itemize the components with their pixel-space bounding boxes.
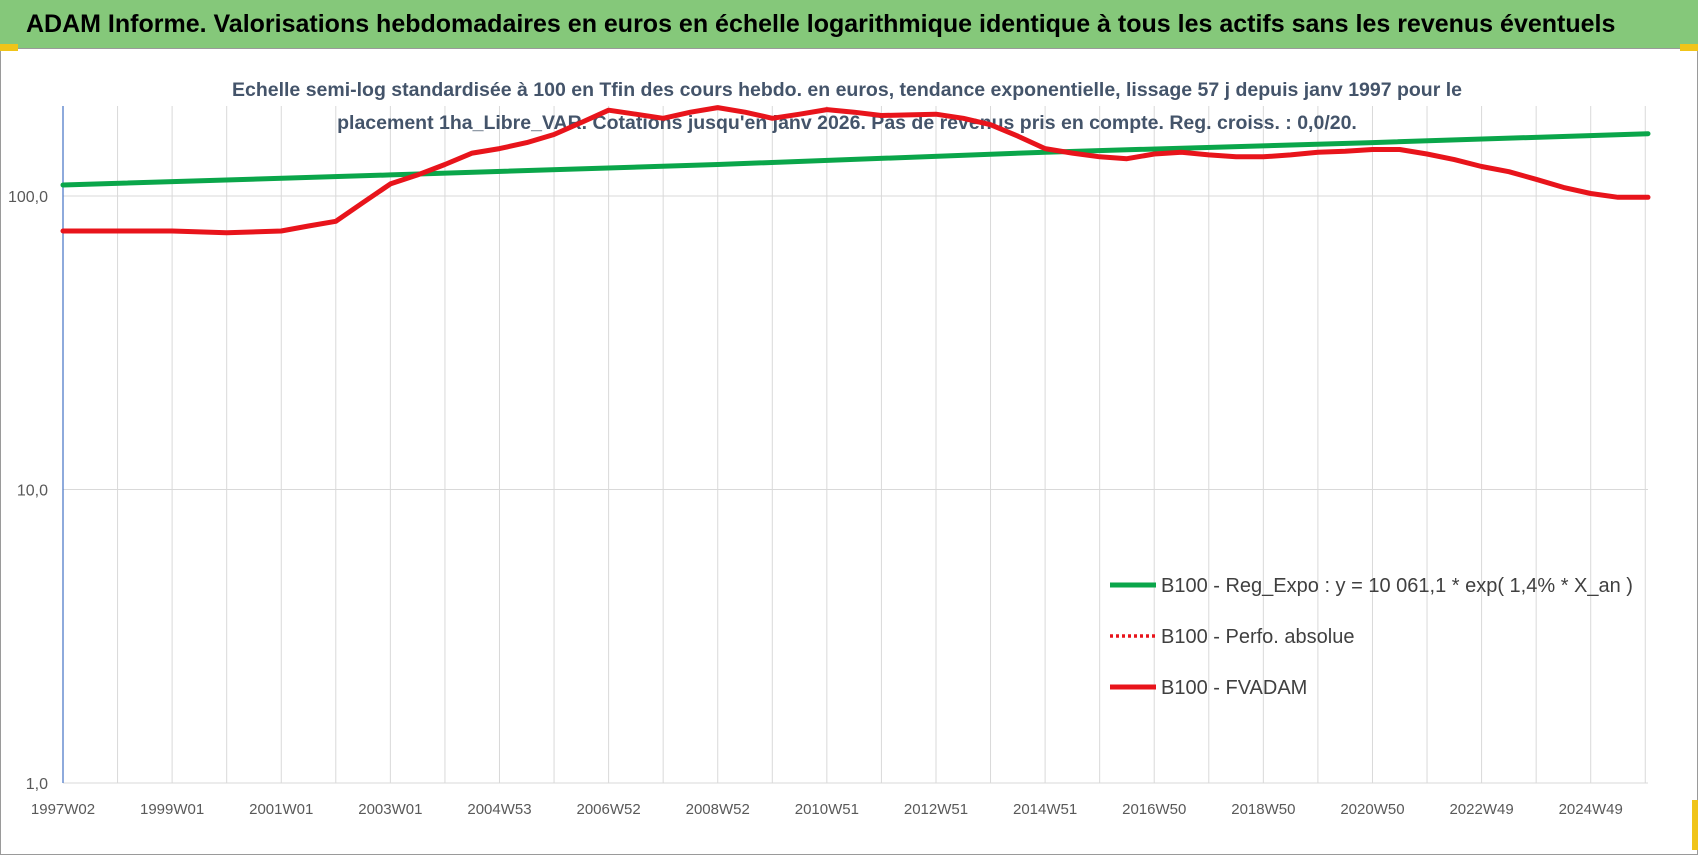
x-tick-label: 2024W49 (1559, 801, 1623, 818)
x-tick-label: 2003W01 (358, 801, 422, 818)
x-tick-label: 2006W52 (577, 801, 641, 818)
corner-mark-top-right (1680, 44, 1698, 51)
x-tick-label: 2004W53 (467, 801, 531, 818)
corner-mark-top-left (0, 44, 18, 51)
x-tick-label: 1997W02 (31, 801, 95, 818)
x-tick-label: 2014W51 (1013, 801, 1077, 818)
y-tick-label: 1,0 (26, 776, 48, 793)
legend-label-0: B100 - Reg_Expo : y = 10 061,1 * exp( 1,… (1161, 575, 1633, 597)
chart-title-line-2: placement 1ha_Libre_VAR. Cotations jusqu… (337, 112, 1357, 134)
header-banner: ADAM Informe. Valorisations hebdomadaire… (0, 0, 1698, 48)
x-tick-label: 2012W51 (904, 801, 968, 818)
legend-label-2: B100 - FVADAM (1161, 677, 1307, 699)
y-tick-labels: 1,0 10,0 100,0 (8, 189, 48, 793)
x-tick-label: 2022W49 (1449, 801, 1513, 818)
x-tick-label: 2020W50 (1340, 801, 1404, 818)
series-line-2 (60, 105, 1651, 236)
x-tick-label: 2001W01 (249, 801, 313, 818)
legend: B100 - Reg_Expo : y = 10 061,1 * exp( 1,… (1110, 575, 1633, 699)
x-tick-label: 2016W50 (1122, 801, 1186, 818)
y-tick-label: 10,0 (17, 483, 48, 500)
series-line-0 (60, 131, 1651, 188)
grid (62, 106, 1648, 784)
x-tick-labels: 1997W02 1999W01 2001W01 2003W01 2004W53 2006W… (31, 801, 1623, 818)
x-tick-label: 1999W01 (140, 801, 204, 818)
y-tick-label: 100,0 (8, 189, 48, 206)
legend-label-1: B100 - Perfo. absolue (1161, 626, 1354, 648)
chart-title-line-1: Echelle semi-log standardisée à 100 en T… (232, 79, 1462, 101)
plot-series (60, 105, 1651, 236)
x-tick-label: 2010W51 (795, 801, 859, 818)
x-tick-label: 2008W52 (686, 801, 750, 818)
x-tick-label: 2018W50 (1231, 801, 1295, 818)
corner-mark-bottom-right (1692, 800, 1698, 850)
header-title: ADAM Informe. Valorisations hebdomadaire… (26, 10, 1616, 38)
